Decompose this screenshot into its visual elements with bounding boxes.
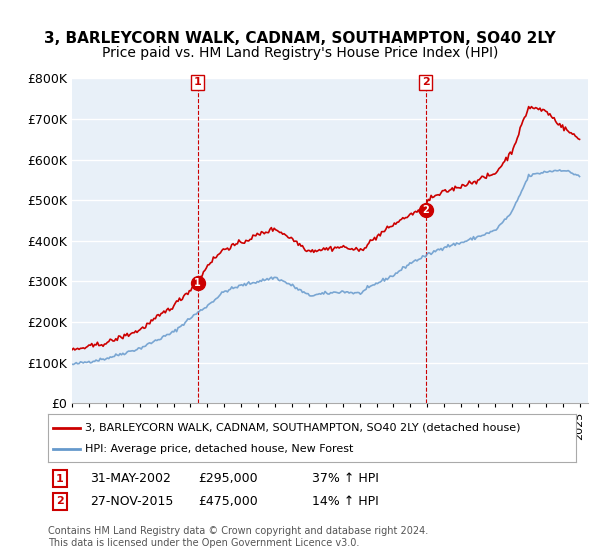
Text: 3, BARLEYCORN WALK, CADNAM, SOUTHAMPTON, SO40 2LY: 3, BARLEYCORN WALK, CADNAM, SOUTHAMPTON,…: [44, 31, 556, 46]
Text: 1: 1: [194, 278, 201, 288]
Text: 2: 2: [422, 77, 430, 87]
Text: Price paid vs. HM Land Registry's House Price Index (HPI): Price paid vs. HM Land Registry's House …: [102, 46, 498, 60]
Text: 31-MAY-2002: 31-MAY-2002: [90, 472, 171, 486]
Text: 1: 1: [56, 474, 64, 484]
Text: 37% ↑ HPI: 37% ↑ HPI: [312, 472, 379, 486]
Text: 2: 2: [422, 206, 429, 216]
Text: HPI: Average price, detached house, New Forest: HPI: Average price, detached house, New …: [85, 444, 353, 454]
Text: £295,000: £295,000: [198, 472, 257, 486]
Text: 14% ↑ HPI: 14% ↑ HPI: [312, 494, 379, 508]
Text: 1: 1: [194, 77, 202, 87]
Text: 27-NOV-2015: 27-NOV-2015: [90, 494, 173, 508]
Text: 3, BARLEYCORN WALK, CADNAM, SOUTHAMPTON, SO40 2LY (detached house): 3, BARLEYCORN WALK, CADNAM, SOUTHAMPTON,…: [85, 423, 520, 433]
Text: 2: 2: [56, 496, 64, 506]
Text: £475,000: £475,000: [198, 494, 258, 508]
Text: Contains HM Land Registry data © Crown copyright and database right 2024.
This d: Contains HM Land Registry data © Crown c…: [48, 526, 428, 548]
